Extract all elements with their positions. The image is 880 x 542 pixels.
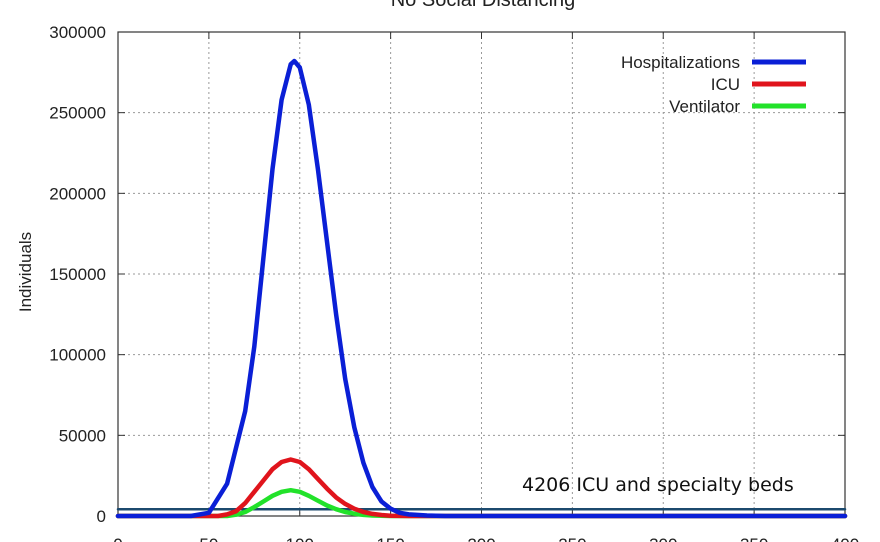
legend-label-ventilator: Ventilator bbox=[669, 97, 740, 116]
y-tick-label: 150000 bbox=[49, 265, 106, 284]
y-tick-label: 250000 bbox=[49, 104, 106, 123]
x-tick-label: 100 bbox=[286, 535, 314, 542]
x-axis-ticks: 0 50 100 150 200 250 300 350 400 bbox=[113, 32, 859, 542]
x-tick-label: 150 bbox=[376, 535, 404, 542]
legend-label-hospitalizations: Hospitalizations bbox=[621, 53, 740, 72]
y-tick-label: 50000 bbox=[59, 426, 106, 445]
grid bbox=[118, 32, 845, 516]
y-tick-label: 0 bbox=[97, 507, 106, 526]
x-tick-label: 250 bbox=[558, 535, 586, 542]
series-line-hospitalizations bbox=[115, 58, 848, 519]
x-tick-label: 50 bbox=[199, 535, 218, 542]
chart-title: No Social Distancing bbox=[391, 0, 576, 11]
x-tick-label: 350 bbox=[740, 535, 768, 542]
x-tick-label: 400 bbox=[831, 535, 859, 542]
legend-label-icu: ICU bbox=[711, 75, 740, 94]
y-axis-label: Individuals bbox=[16, 232, 35, 312]
legend: Hospitalizations ICU Ventilator bbox=[621, 53, 806, 116]
series-line-icu bbox=[115, 457, 848, 519]
x-tick-label: 0 bbox=[113, 535, 122, 542]
y-tick-label: 100000 bbox=[49, 346, 106, 365]
y-tick-label: 300000 bbox=[49, 23, 106, 42]
series-line-ventilator bbox=[115, 487, 848, 519]
series-lines bbox=[115, 58, 848, 519]
y-axis-ticks: 0 50000 100000 150000 200000 250000 300000 bbox=[49, 23, 845, 526]
x-tick-label: 300 bbox=[649, 535, 677, 542]
capacity-annotation: 4206 ICU and specialty beds bbox=[522, 474, 794, 496]
x-tick-label: 200 bbox=[467, 535, 495, 542]
y-tick-label: 200000 bbox=[49, 184, 106, 203]
